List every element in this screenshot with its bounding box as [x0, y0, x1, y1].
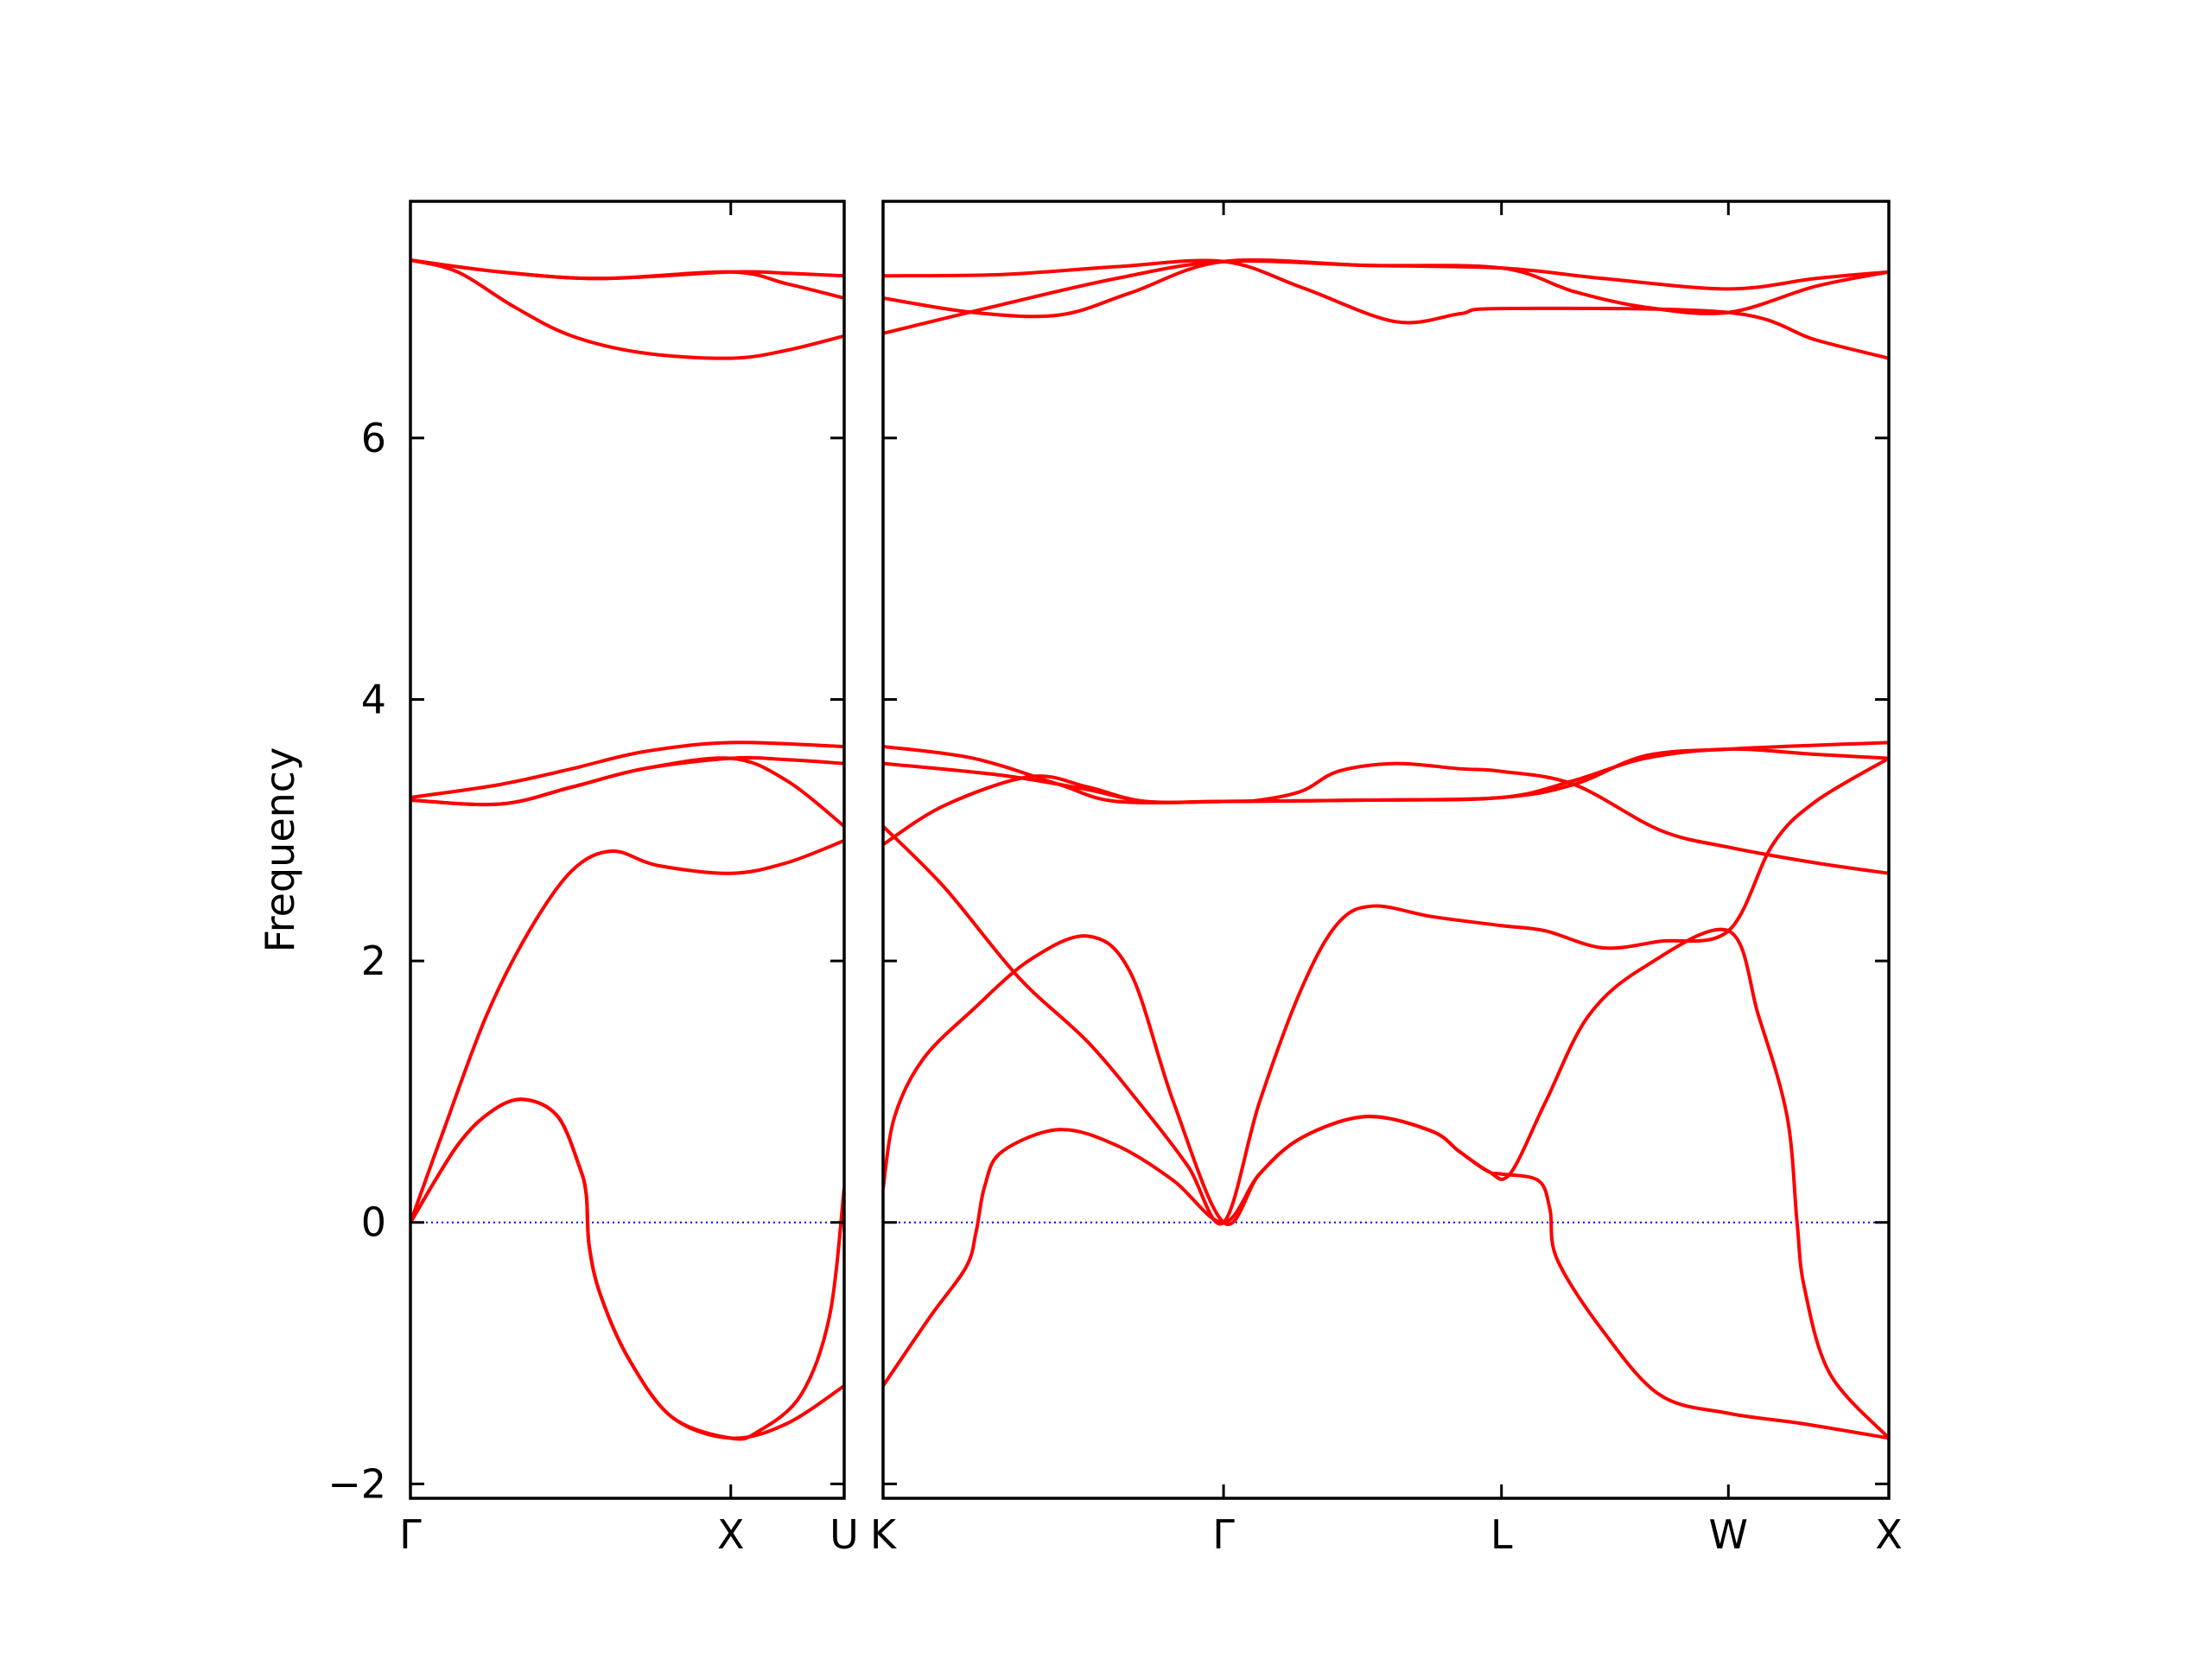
x-tick-label: X [717, 1511, 745, 1558]
band-line [883, 741, 1889, 847]
series-group [883, 257, 1889, 1440]
x-tick-label: K [870, 1511, 898, 1558]
band-line [410, 756, 844, 828]
axes-frame [881, 200, 1891, 1500]
band-line [410, 741, 844, 799]
band-line [410, 1097, 844, 1440]
x-tick-label: L [1491, 1511, 1513, 1558]
band-line [410, 839, 844, 1224]
band-line [883, 1115, 1889, 1440]
band-line [883, 756, 1889, 1226]
series-group [410, 258, 844, 1441]
x-tick-label: Γ [399, 1511, 422, 1558]
band-line [883, 744, 1889, 875]
band-line [410, 258, 844, 360]
band-line [410, 258, 844, 281]
band-line [883, 258, 1889, 360]
x-tick-label: U [830, 1511, 859, 1558]
y-tick-label: 2 [361, 938, 386, 984]
x-tick-label: Γ [1212, 1511, 1235, 1558]
y-tick-label: 6 [361, 415, 386, 461]
y-tick-label: 4 [361, 676, 386, 722]
x-tick-label: W [1709, 1511, 1748, 1558]
axes-frame [409, 200, 846, 1500]
band-line [883, 927, 1889, 1440]
y-tick-label: 0 [361, 1199, 386, 1246]
band-line [410, 1097, 844, 1441]
x-tick-label: X [1875, 1511, 1903, 1558]
y-axis-label: Frequency [257, 747, 303, 953]
band-line [410, 755, 844, 807]
y-tick-label: −2 [327, 1460, 386, 1507]
band-line [883, 747, 1889, 804]
